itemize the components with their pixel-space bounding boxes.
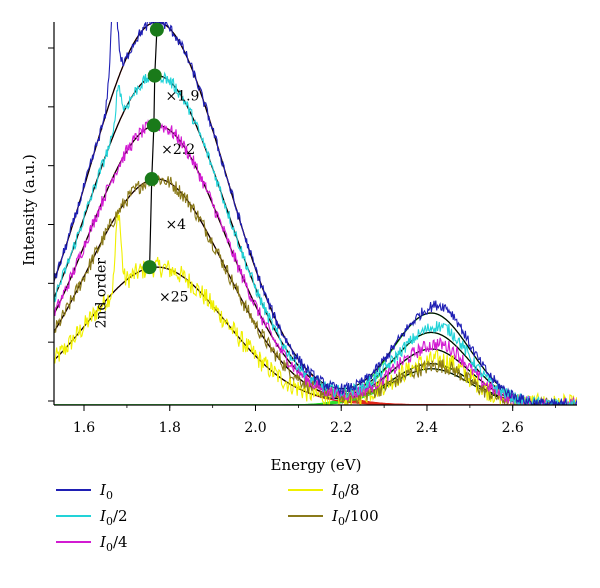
peak-marker-2 — [146, 118, 161, 133]
peak-marker-1 — [147, 68, 162, 83]
red-fit-1 — [54, 74, 577, 405]
x-tick-label-2: 2.0 — [244, 420, 266, 436]
x-tick-label-5: 2.6 — [502, 420, 524, 436]
peak-connector-line — [148, 29, 158, 268]
annotation-3: ×25 — [159, 290, 189, 306]
legend: I0 I0/2 I0/4 I0/8 I0/100 — [56, 481, 379, 554]
annotation-4: 2nd order — [93, 258, 109, 329]
sum-fit-1 — [54, 75, 577, 405]
legend-label-4: I0/100 — [331, 507, 379, 528]
legend-label-2: I0/4 — [99, 533, 128, 554]
red-fit-3 — [54, 178, 577, 405]
plot-area — [54, 22, 577, 405]
sum-fit-3 — [54, 178, 577, 405]
x-tick-label-4: 2.4 — [416, 420, 438, 436]
annotation-2: ×4 — [165, 217, 186, 233]
sum-fit-2 — [54, 124, 577, 405]
peak-marker-4 — [142, 260, 157, 275]
axes: 1.6 1.8 2.0 2.2 2.4 2.6 — [48, 22, 577, 436]
legend-label-1: I0/2 — [99, 507, 128, 528]
peak-marker-3 — [144, 172, 159, 187]
x-tick-label-0: 1.6 — [73, 420, 95, 436]
x-axis-title: Energy (eV) — [271, 456, 362, 474]
annotation-0: ×1.9 — [165, 89, 199, 105]
peak-marker-0 — [149, 22, 164, 37]
series-line-0 — [54, 22, 577, 405]
x-tick-label-3: 2.2 — [330, 420, 352, 436]
red-fit-0 — [54, 22, 577, 405]
legend-label-0: I0 — [99, 481, 113, 502]
sum-fit-0 — [54, 22, 577, 405]
plot-clip-group — [54, 22, 577, 405]
series-line-2 — [54, 119, 577, 405]
legend-label-3: I0/8 — [331, 481, 360, 502]
y-axis-title: Intensity (a.u.) — [20, 154, 38, 266]
annotation-1: ×2.2 — [161, 142, 195, 158]
red-fit-2 — [54, 124, 577, 405]
annotations: ×1.9 ×2.2 ×4 ×25 2nd order — [93, 89, 199, 329]
x-tick-label-1: 1.8 — [159, 420, 181, 436]
series-line-1 — [54, 69, 577, 405]
